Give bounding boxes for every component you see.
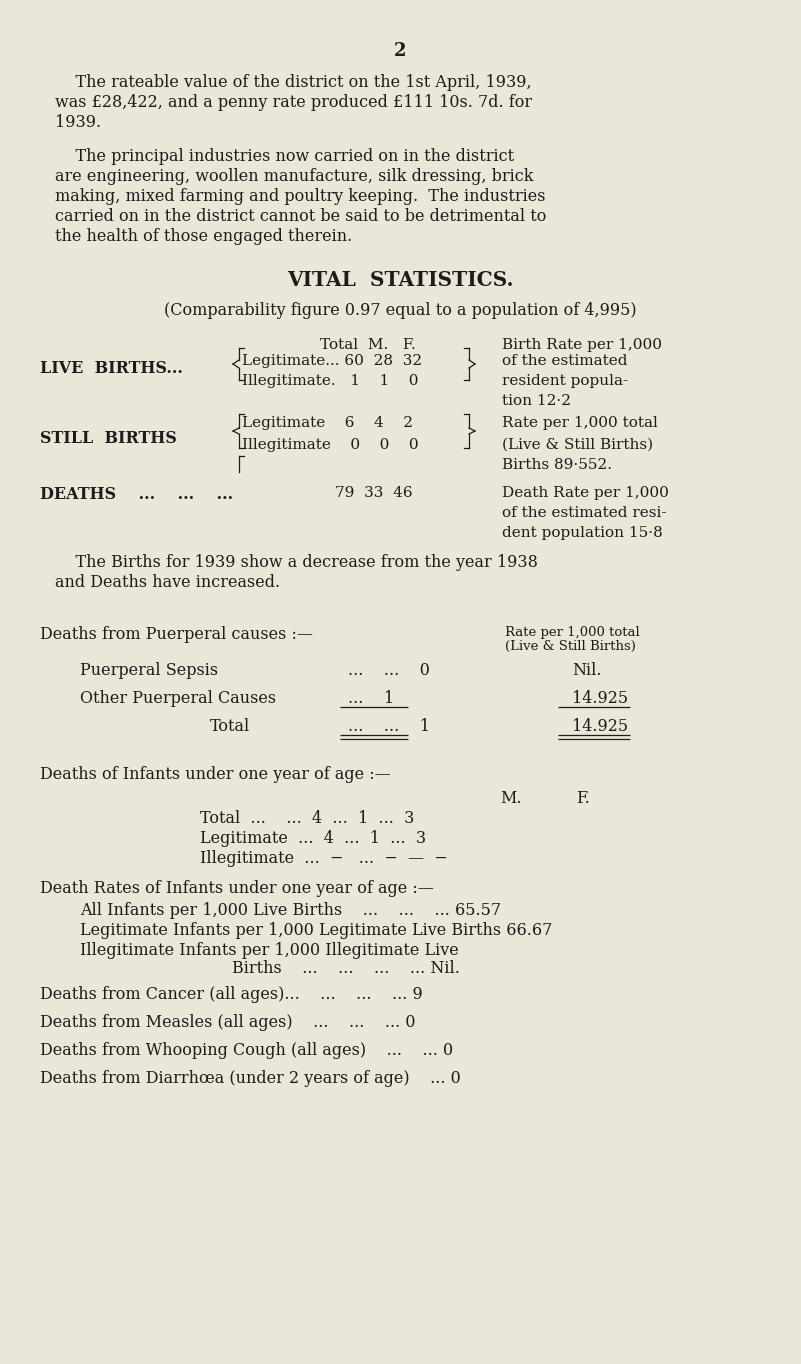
Text: (Live & Still Births): (Live & Still Births) <box>502 438 653 451</box>
Text: Total  ...    ...  4  ...  1  ...  3: Total ... ... 4 ... 1 ... 3 <box>200 810 414 827</box>
Text: DEATHS    ...    ...    ...: DEATHS ... ... ... <box>40 486 233 503</box>
Text: and Deaths have increased.: and Deaths have increased. <box>55 574 280 591</box>
Text: the health of those engaged therein.: the health of those engaged therein. <box>55 228 352 246</box>
Text: Deaths of Infants under one year of age :—: Deaths of Infants under one year of age … <box>40 767 391 783</box>
Text: Deaths from Diarrhœa (under 2 years of age)    ... 0: Deaths from Diarrhœa (under 2 years of a… <box>40 1069 461 1087</box>
Text: Nil.: Nil. <box>572 662 602 679</box>
Text: Illegitimate  ...  −   ...  −  —  −: Illegitimate ... − ... − — − <box>200 850 448 868</box>
Text: Legitimate... 60  28  32: Legitimate... 60 28 32 <box>242 355 422 368</box>
Text: making, mixed farming and poultry keeping.  The industries: making, mixed farming and poultry keepin… <box>55 188 545 205</box>
Text: Deaths from Whooping Cough (all ages)    ...    ... 0: Deaths from Whooping Cough (all ages) ..… <box>40 1042 453 1058</box>
Text: of the estimated resi-: of the estimated resi- <box>502 506 666 520</box>
Text: 79  33  46: 79 33 46 <box>335 486 413 501</box>
Text: 14.925: 14.925 <box>572 690 628 707</box>
Text: M.: M. <box>500 790 521 807</box>
Text: The principal industries now carried on in the district: The principal industries now carried on … <box>55 149 514 165</box>
Text: 2: 2 <box>394 42 406 60</box>
Text: F.: F. <box>576 790 590 807</box>
Text: carried on in the district cannot be said to be detrimental to: carried on in the district cannot be sai… <box>55 207 546 225</box>
Text: of the estimated: of the estimated <box>502 355 627 368</box>
Text: Deaths from Cancer (all ages)...    ...    ...    ... 9: Deaths from Cancer (all ages)... ... ...… <box>40 986 423 1003</box>
Text: Legitimate    6    4    2: Legitimate 6 4 2 <box>242 416 413 430</box>
Text: 14.925: 14.925 <box>572 717 628 735</box>
Text: The rateable value of the district on the 1st April, 1939,: The rateable value of the district on th… <box>55 74 532 91</box>
Text: Other Puerperal Causes: Other Puerperal Causes <box>80 690 276 707</box>
Text: Births 89·552.: Births 89·552. <box>502 458 612 472</box>
Text: are engineering, woollen manufacture, silk dressing, brick: are engineering, woollen manufacture, si… <box>55 168 533 186</box>
Text: VITAL  STATISTICS.: VITAL STATISTICS. <box>287 270 513 291</box>
Text: Deaths from Measles (all ages)    ...    ...    ... 0: Deaths from Measles (all ages) ... ... .… <box>40 1013 416 1031</box>
Text: Deaths from Puerperal causes :—: Deaths from Puerperal causes :— <box>40 626 313 642</box>
Text: Rate per 1,000 total: Rate per 1,000 total <box>505 626 640 638</box>
Text: Total  M.   F.: Total M. F. <box>320 338 416 352</box>
Text: Death Rates of Infants under one year of age :—: Death Rates of Infants under one year of… <box>40 880 434 898</box>
Text: Death Rate per 1,000: Death Rate per 1,000 <box>502 486 669 501</box>
Text: LIVE  BIRTHS...: LIVE BIRTHS... <box>40 360 183 376</box>
Text: STILL  BIRTHS: STILL BIRTHS <box>40 430 177 447</box>
Text: dent population 15·8: dent population 15·8 <box>502 527 662 540</box>
Text: All Infants per 1,000 Live Births    ...    ...    ... 65.57: All Infants per 1,000 Live Births ... ..… <box>80 902 501 919</box>
Text: ...    ...    1: ... ... 1 <box>348 717 430 735</box>
Text: resident popula-: resident popula- <box>502 374 628 387</box>
Text: The Births for 1939 show a decrease from the year 1938: The Births for 1939 show a decrease from… <box>55 554 538 572</box>
Text: ...    ...    0: ... ... 0 <box>348 662 430 679</box>
Text: 1939.: 1939. <box>55 115 101 131</box>
Text: Illegitimate Infants per 1,000 Illegitimate Live: Illegitimate Infants per 1,000 Illegitim… <box>80 943 459 959</box>
Text: Illegitimate    0    0    0: Illegitimate 0 0 0 <box>242 438 419 451</box>
Text: tion 12·2: tion 12·2 <box>502 394 571 408</box>
Text: (Comparability figure 0.97 equal to a population of 4,995): (Comparability figure 0.97 equal to a po… <box>163 301 636 319</box>
Text: Total: Total <box>210 717 250 735</box>
Text: Legitimate Infants per 1,000 Legitimate Live Births 66.67: Legitimate Infants per 1,000 Legitimate … <box>80 922 553 938</box>
Text: Legitimate  ...  4  ...  1  ...  3: Legitimate ... 4 ... 1 ... 3 <box>200 831 426 847</box>
Text: Birth Rate per 1,000: Birth Rate per 1,000 <box>502 338 662 352</box>
Text: was £28,422, and a penny rate produced £111 10s. 7d. for: was £28,422, and a penny rate produced £… <box>55 94 532 110</box>
Text: ...    1: ... 1 <box>348 690 394 707</box>
Text: Puerperal Sepsis: Puerperal Sepsis <box>80 662 218 679</box>
Text: (Live & Still Births): (Live & Still Births) <box>505 640 636 653</box>
Text: Births    ...    ...    ...    ... Nil.: Births ... ... ... ... Nil. <box>232 960 460 977</box>
Text: Illegitimate.   1    1    0: Illegitimate. 1 1 0 <box>242 374 418 387</box>
Text: Rate per 1,000 total: Rate per 1,000 total <box>502 416 658 430</box>
